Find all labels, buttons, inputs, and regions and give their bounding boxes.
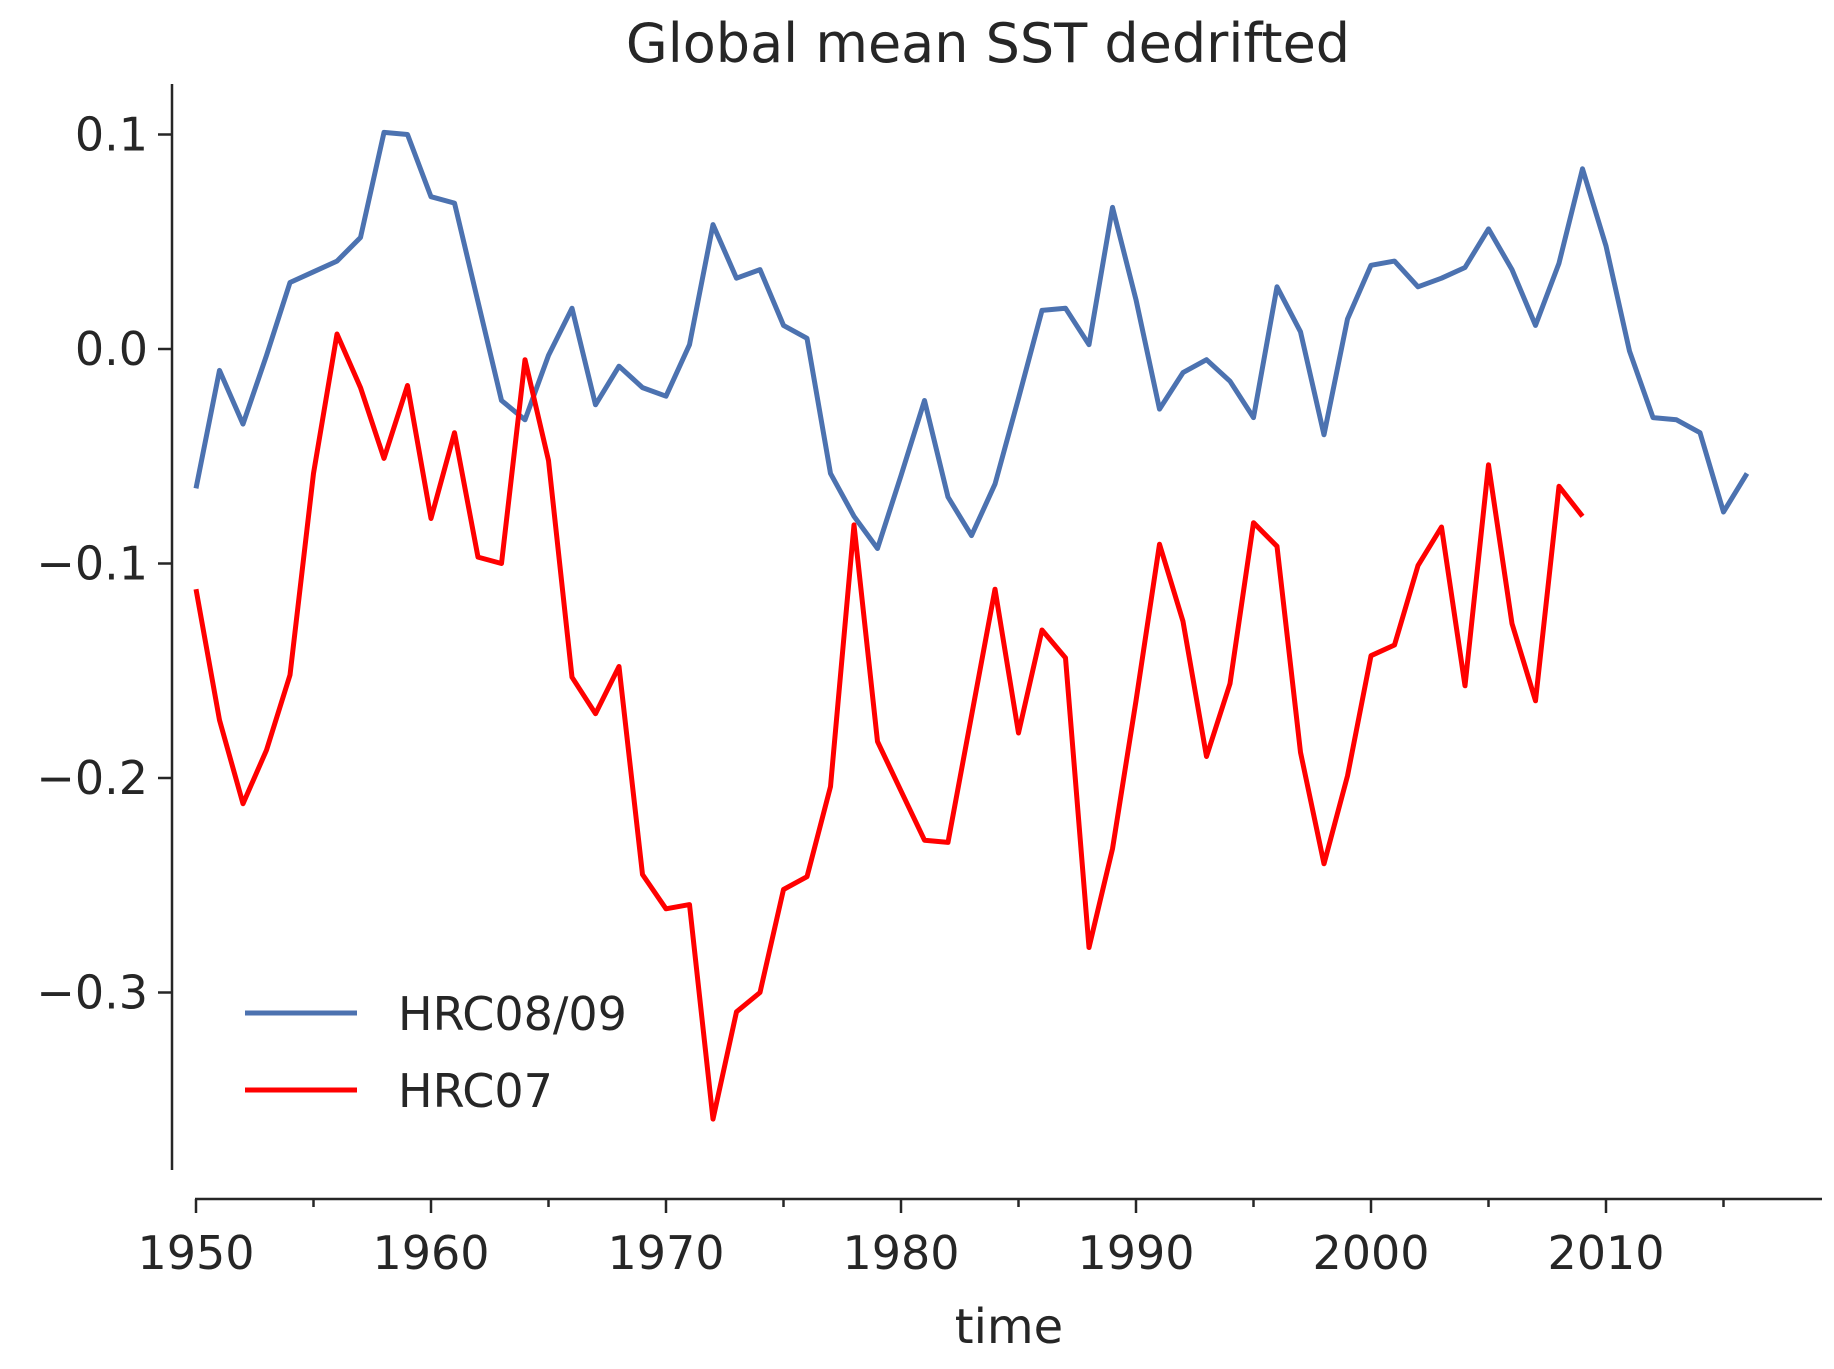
y-tick-label-2: −0.1 xyxy=(36,537,148,591)
chart-title: Global mean SST dedrifted xyxy=(626,12,1350,75)
y-tick-label-1: 0.0 xyxy=(75,322,148,376)
y-tick-label-3: −0.2 xyxy=(36,751,148,805)
series-line-hrc08-09 xyxy=(193,129,1750,551)
y-ticks: 0.1 0.0 −0.1 −0.2 −0.3 xyxy=(36,108,172,1020)
x-tick-label-1980: 1980 xyxy=(842,1226,959,1280)
x-tick-label-1950: 1950 xyxy=(137,1226,254,1280)
x-tick-label-2010: 2010 xyxy=(1547,1226,1664,1280)
legend: HRC08/09 HRC07 xyxy=(245,987,627,1118)
y-tick-label-4: −0.3 xyxy=(36,966,148,1020)
x-tick-label-2000: 2000 xyxy=(1312,1226,1429,1280)
x-axis-label: time xyxy=(955,1299,1063,1355)
x-tick-label-1970: 1970 xyxy=(607,1226,724,1280)
legend-label-hrc07: HRC07 xyxy=(398,1064,553,1118)
x-ticks: 1950 1960 1970 1980 1990 2000 2010 xyxy=(137,1199,1725,1280)
x-tick-label-1960: 1960 xyxy=(372,1226,489,1280)
series-line-hrc07 xyxy=(193,331,1585,1122)
series-lines xyxy=(193,129,1750,1122)
y-tick-label-0: 0.1 xyxy=(75,108,148,162)
legend-label-hrc08-09: HRC08/09 xyxy=(398,987,627,1041)
x-tick-label-1990: 1990 xyxy=(1077,1226,1194,1280)
